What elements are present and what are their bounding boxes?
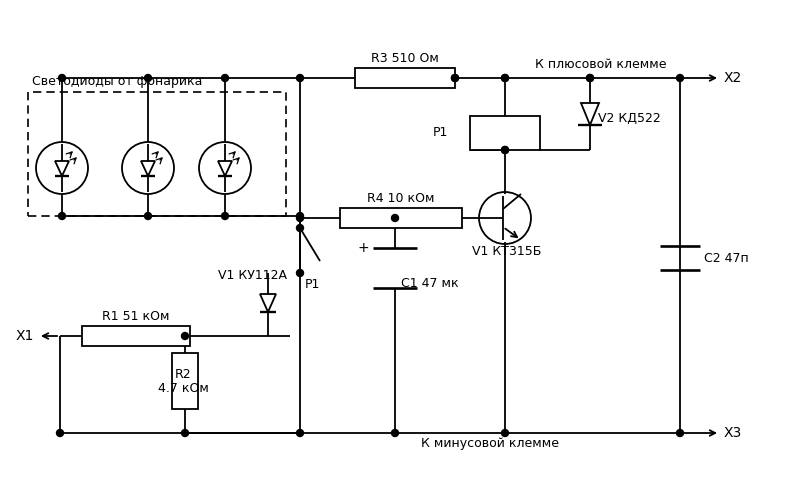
Text: P1: P1 (305, 278, 320, 291)
Text: R4 10 кОм: R4 10 кОм (367, 192, 434, 205)
Circle shape (297, 429, 303, 436)
Circle shape (502, 146, 509, 154)
Circle shape (297, 215, 303, 222)
Text: 4.7 кОм: 4.7 кОм (158, 383, 209, 395)
Circle shape (58, 75, 66, 81)
Circle shape (182, 332, 189, 340)
Circle shape (502, 75, 509, 81)
Circle shape (145, 212, 151, 220)
Bar (82, 326, 190, 346)
Bar (28, 92, 286, 216)
Circle shape (391, 429, 398, 436)
Bar (172, 353, 198, 409)
Circle shape (57, 429, 63, 436)
Circle shape (297, 212, 303, 220)
Bar (340, 208, 462, 228)
Circle shape (677, 75, 683, 81)
Circle shape (297, 75, 303, 81)
Text: X2: X2 (724, 71, 742, 85)
Bar (470, 116, 540, 150)
Text: X3: X3 (724, 426, 742, 440)
Circle shape (145, 75, 151, 81)
Text: P1: P1 (433, 126, 448, 140)
Text: V1 КТ315Б: V1 КТ315Б (472, 245, 542, 258)
Text: R3 510 Ом: R3 510 Ом (371, 52, 439, 65)
Circle shape (502, 75, 509, 81)
Circle shape (297, 224, 303, 231)
Circle shape (502, 429, 509, 436)
Text: Светодиоды от фонарика: Светодиоды от фонарика (32, 75, 202, 88)
Text: R2: R2 (174, 368, 191, 382)
Text: V2 КД522: V2 КД522 (598, 111, 661, 124)
Circle shape (502, 146, 509, 154)
Circle shape (222, 75, 229, 81)
Text: X1: X1 (16, 329, 34, 343)
Text: R1 51 кОм: R1 51 кОм (102, 310, 170, 323)
Circle shape (391, 215, 398, 222)
Text: К минусовой клемме: К минусовой клемме (421, 437, 559, 450)
Circle shape (58, 212, 66, 220)
Circle shape (182, 429, 189, 436)
Circle shape (586, 75, 594, 81)
Text: К плюсовой клемме: К плюсовой клемме (535, 58, 666, 71)
Text: V1 КУ112А: V1 КУ112А (218, 269, 287, 282)
Circle shape (451, 75, 458, 81)
Text: C1 47 мк: C1 47 мк (401, 277, 458, 290)
Text: +: + (358, 241, 369, 255)
Bar (355, 68, 455, 88)
Circle shape (222, 212, 229, 220)
Circle shape (586, 75, 594, 81)
Circle shape (451, 75, 458, 81)
Circle shape (677, 429, 683, 436)
Circle shape (297, 269, 303, 277)
Text: C2 47п: C2 47п (704, 251, 749, 264)
